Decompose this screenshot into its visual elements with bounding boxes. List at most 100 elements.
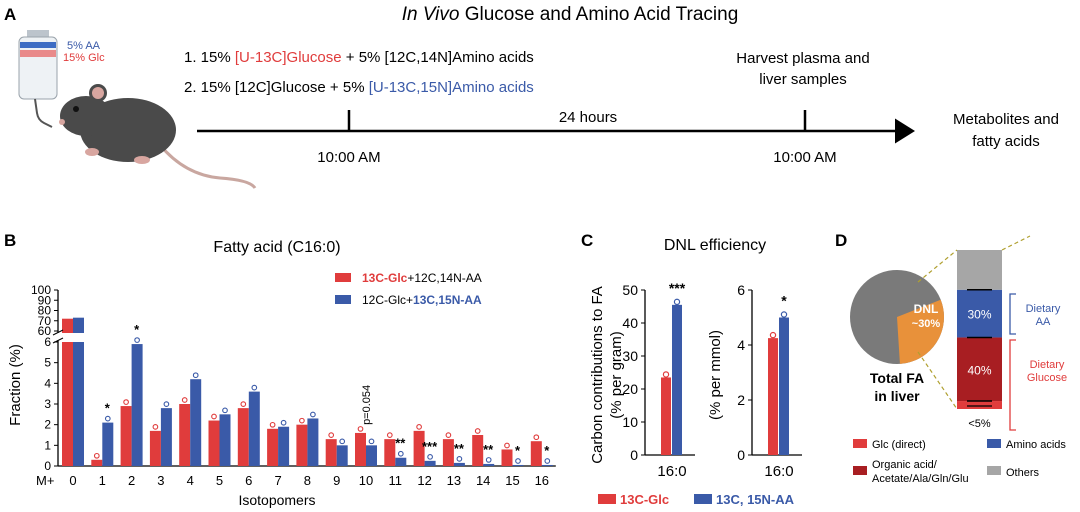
data-point	[339, 438, 346, 445]
bar	[541, 464, 553, 466]
brace-aa-label-1: Dietary	[1026, 303, 1061, 315]
bar	[73, 317, 84, 333]
data-point	[397, 450, 404, 457]
bar	[190, 379, 202, 466]
y-tick-label: 1	[44, 438, 51, 452]
panel-label-a: A	[4, 5, 16, 24]
data-point	[240, 401, 247, 407]
legend-d-glc: Glc (direct)	[872, 439, 926, 451]
panel-b: B Fatty acid (C16:0) Fraction (%) Isotop…	[4, 231, 556, 508]
bar	[296, 424, 308, 466]
time-start: 10:00 AM	[317, 149, 380, 166]
bar	[131, 344, 143, 466]
x-tick-label: 6	[245, 473, 252, 488]
data-point	[299, 417, 305, 424]
stack-segment	[957, 250, 1002, 290]
x-tick-label: 13	[447, 473, 461, 488]
bar	[325, 439, 337, 466]
c-y-tick-label: 50	[622, 282, 638, 298]
bar	[395, 457, 407, 466]
data-point	[445, 432, 452, 438]
bar	[160, 408, 172, 466]
bar	[219, 414, 231, 466]
significance-mark: **	[454, 441, 465, 456]
legend-d-swatch-org	[853, 466, 867, 475]
chart-c2-ylabel: (% per mmol)	[707, 330, 724, 420]
legend-c-label-2: 13C, 15N-AA	[716, 492, 795, 507]
data-point	[104, 415, 111, 422]
bar	[120, 406, 132, 466]
x-tick-label: 14	[476, 473, 490, 488]
data-point	[192, 372, 199, 379]
x-tick-label: 2	[128, 473, 135, 488]
pie-dnl-label: DNL	[914, 302, 939, 316]
bar	[453, 462, 465, 466]
bar	[62, 318, 73, 333]
panel-label-c: C	[581, 231, 593, 250]
pie-caption-2: in liver	[874, 388, 920, 404]
data-point	[427, 453, 433, 460]
chart-b-title: Fatty acid (C16:0)	[213, 239, 340, 256]
y-tick-label: 5	[44, 356, 51, 370]
c-y-tick-label: 30	[622, 348, 638, 364]
connector-line	[917, 351, 958, 410]
c-bar	[672, 304, 682, 455]
legend-d-aa: Amino acids	[1006, 439, 1066, 451]
x-tick-label: 0	[69, 473, 76, 488]
x-tick-label: 12	[417, 473, 431, 488]
bar	[62, 342, 73, 466]
data-point	[123, 399, 129, 405]
y-tick-label: 2	[44, 418, 51, 432]
x-tick-label: 11	[389, 473, 403, 488]
bar	[179, 404, 191, 466]
data-point	[222, 407, 228, 414]
c-y-tick-label: 2	[737, 392, 745, 408]
c-data-point	[769, 331, 777, 339]
legend-series-1: 13C-Glc+12C,14N-AA	[362, 271, 482, 285]
x-tick-label: 15	[505, 473, 519, 488]
y-tick-label: 0	[44, 459, 51, 473]
y-tick-label: 60	[38, 324, 52, 338]
data-point	[269, 421, 276, 428]
p-value-label: p=0.054	[361, 385, 373, 425]
significance-mark: **	[483, 442, 494, 457]
stack-label: 30%	[967, 308, 991, 322]
legend-swatch-red	[335, 273, 351, 282]
c-y-tick-label: 10	[622, 414, 638, 430]
chart-b-xlabel: Isotopomers	[238, 492, 315, 508]
legend-d-org-2: Acetate/Ala/Gln/Glu	[872, 473, 969, 485]
significance-mark: *	[544, 443, 550, 458]
pie-dnl-pct: ~30%	[912, 318, 941, 330]
significance-mark: **	[395, 436, 406, 451]
bar	[149, 430, 161, 466]
bar	[366, 445, 377, 466]
chart-d-plot: DNL ~30% 40% 30% <5%	[850, 235, 1031, 430]
y-tick-label: 4	[44, 376, 51, 390]
c-y-tick-label: 20	[622, 381, 638, 397]
panel-d: D DNL ~30% 40% 30% <5% Total FA in liver Die…	[835, 231, 1067, 485]
x-tick-label: 8	[304, 473, 311, 488]
stack-small-label: <5%	[968, 418, 991, 430]
bar	[355, 432, 366, 466]
c-data-point	[662, 371, 670, 378]
data-point	[134, 337, 140, 343]
panel-c: C DNL efficiency Carbon contributions to…	[581, 231, 802, 507]
panel-a-title: In Vivo Glucose and Amino Acid Tracing	[402, 4, 739, 25]
panel-a: A In Vivo Glucose and Amino Acid Tracing…	[4, 4, 1059, 189]
c-data-point	[673, 298, 681, 306]
pie-dnl-slice	[897, 299, 945, 364]
legend-d-org-1: Organic acid/	[872, 459, 938, 471]
c-y-tick-label: 40	[622, 315, 638, 331]
x-tick-label: 4	[187, 473, 194, 488]
y-tick-label: 70	[38, 314, 52, 328]
legend-c-swatch-blue	[694, 494, 712, 504]
c-significance: *	[781, 293, 787, 309]
data-point	[251, 384, 258, 391]
c-y-tick-label: 0	[737, 447, 745, 463]
bar	[278, 426, 290, 466]
y-tick-label: 3	[44, 397, 51, 411]
data-point	[544, 458, 551, 464]
y-tick-label: 6	[44, 335, 51, 349]
x-tick-label: 10	[359, 473, 373, 488]
